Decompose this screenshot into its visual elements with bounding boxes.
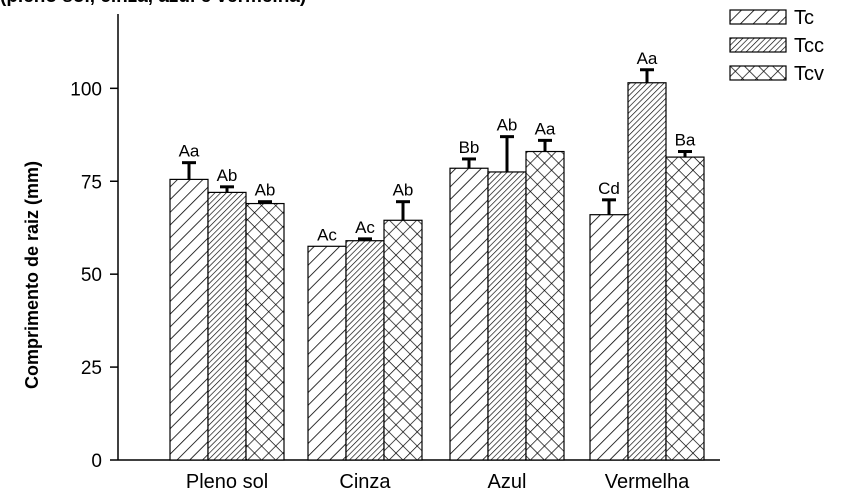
- bar: [383, 219, 423, 461]
- bar: [627, 82, 667, 461]
- bar: [245, 202, 285, 461]
- x-tick-label: Azul: [488, 471, 527, 493]
- bar: [589, 214, 629, 461]
- figure-caption-fragment: (pleno sol, cinza, azul e vermelha): [0, 0, 306, 8]
- legend-label: Tcv: [794, 63, 824, 85]
- bar: [307, 245, 347, 461]
- bar: [449, 167, 489, 461]
- bar-significance-label: Aa: [179, 142, 200, 161]
- y-tick-label: 0: [91, 451, 102, 472]
- bar-significance-label: Cd: [598, 179, 620, 198]
- legend-label: Tc: [794, 7, 814, 29]
- y-tick-label: 25: [81, 358, 102, 379]
- y-axis-label: Comprimento de raiz (mm): [22, 161, 42, 389]
- bar: [169, 178, 209, 461]
- bar-significance-label: Ab: [393, 181, 414, 200]
- legend-swatch: [729, 65, 787, 81]
- bar: [207, 191, 247, 461]
- legend-swatch: [729, 37, 787, 53]
- bar: [525, 150, 565, 461]
- bar-significance-label: Ac: [355, 218, 375, 237]
- legend-label: Tcc: [794, 35, 824, 57]
- y-tick-label: 50: [81, 265, 102, 286]
- bar-significance-label: Ac: [317, 225, 337, 244]
- bar-significance-label: Aa: [637, 49, 658, 68]
- x-tick-label: Pleno sol: [186, 471, 268, 493]
- x-tick-label: Vermelha: [605, 471, 690, 493]
- bar: [665, 156, 705, 461]
- bar-significance-label: Ab: [217, 166, 238, 185]
- bar-significance-label: Aa: [535, 119, 556, 138]
- bar: [345, 240, 385, 461]
- bar-significance-label: Ba: [675, 131, 696, 150]
- bar-significance-label: Ab: [255, 181, 276, 200]
- bar-significance-label: Bb: [459, 138, 480, 157]
- y-tick-label: 75: [81, 172, 102, 193]
- bar-significance-label: Ab: [497, 116, 518, 135]
- x-tick-label: Cinza: [339, 471, 391, 493]
- y-tick-label: 100: [70, 79, 102, 100]
- legend-swatch: [729, 9, 787, 25]
- bar: [487, 171, 527, 461]
